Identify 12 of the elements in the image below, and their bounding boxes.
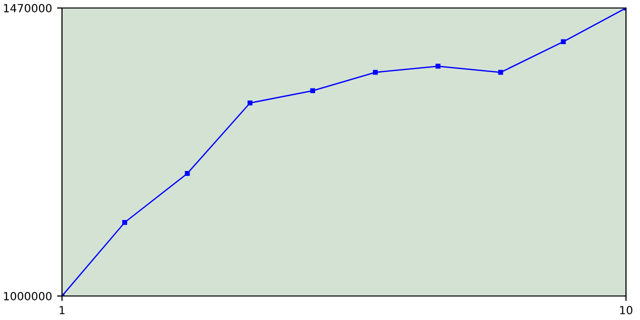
point xyxy=(560,39,566,44)
x-tick-label: 1 xyxy=(60,306,65,314)
point xyxy=(310,88,316,94)
y-tick-label: 1000000 xyxy=(4,292,52,300)
point xyxy=(122,220,128,225)
point xyxy=(184,171,190,176)
point xyxy=(498,70,504,75)
point xyxy=(248,100,252,106)
point xyxy=(372,70,378,75)
x-tick-label: 10 xyxy=(620,306,632,314)
point xyxy=(436,64,440,69)
y-tick-label: 1470000 xyxy=(4,4,52,12)
